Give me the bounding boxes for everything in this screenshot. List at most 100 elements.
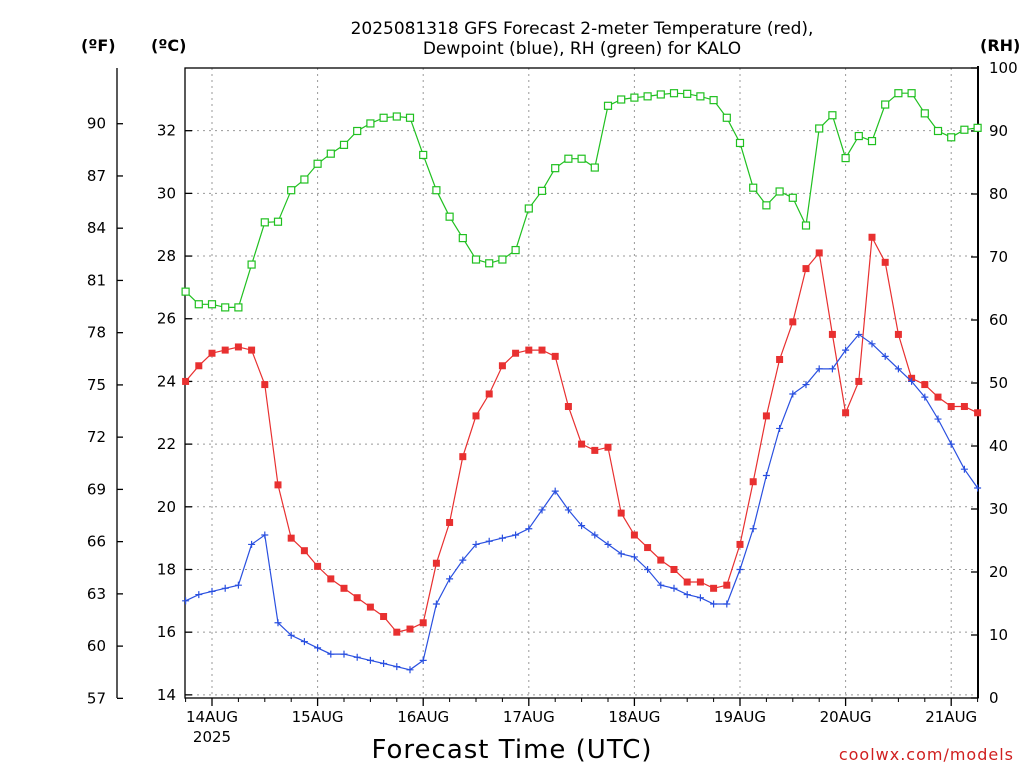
celsius-tick-label: 24: [157, 372, 176, 390]
temperature-point: [525, 346, 533, 354]
dewpoint-point: [776, 424, 784, 432]
dewpoint-point: [894, 365, 902, 373]
dewpoint-point: [525, 525, 533, 533]
rh-tick-label: 60: [989, 311, 1008, 329]
x-tick-label: 18AUG: [608, 708, 660, 726]
temperature-point: [683, 578, 691, 586]
temperature-point: [710, 584, 718, 592]
temperature-point: [855, 377, 863, 385]
dewpoint-point: [908, 377, 916, 385]
rh-point: [854, 131, 863, 141]
celsius-tick-label: 30: [157, 184, 176, 202]
rh-tick-label: 10: [989, 626, 1008, 644]
dewpoint-point: [512, 531, 520, 539]
x-tick-label: 17AUG: [503, 708, 555, 726]
dewpoint-point: [472, 540, 480, 548]
x-tick-label: 16AUG: [397, 708, 449, 726]
dewpoint-point: [380, 660, 388, 668]
dewpoint-point: [248, 540, 256, 548]
temperature-point: [881, 258, 889, 266]
temperature-point: [670, 565, 678, 573]
rh-point: [300, 175, 309, 184]
temperature-point: [657, 556, 665, 564]
temperature-point: [789, 318, 797, 326]
temperature-point: [578, 440, 586, 448]
temperature-point: [300, 547, 308, 555]
rh-point: [326, 149, 335, 158]
temperature-point: [828, 330, 836, 338]
dewpoint-point: [261, 531, 269, 539]
dewpoint-point: [459, 556, 467, 564]
celsius-tick-label: 26: [157, 310, 176, 328]
rh-tick-label: 20: [989, 563, 1008, 581]
x-axis-label: Forecast Time (UTC): [371, 735, 652, 765]
dewpoint-point: [274, 619, 282, 627]
x-tick-label: 19AUG: [714, 708, 766, 726]
rh-point: [379, 113, 388, 122]
dewpoint-point: [921, 393, 929, 401]
temperature-point: [432, 559, 440, 567]
rh-point: [881, 100, 890, 109]
dewpoint-point: [855, 330, 863, 338]
fahrenheit-tick-label: 75: [87, 376, 106, 394]
temperature-point: [776, 355, 784, 363]
temperature-point: [762, 412, 770, 420]
temperature-point: [446, 518, 454, 526]
dewpoint-point: [815, 365, 823, 373]
rh-point: [801, 221, 811, 230]
rh-point: [273, 217, 283, 226]
dewpoint-point: [327, 650, 335, 658]
temperature-point: [234, 343, 242, 351]
dewpoint-point: [551, 487, 559, 495]
temperature-point: [287, 534, 295, 542]
dewpoint-point: [498, 534, 506, 542]
series-layer: [181, 89, 982, 674]
temperature-point: [894, 330, 902, 338]
rh-tick-label: 30: [989, 500, 1008, 518]
dewpoint-point: [710, 600, 718, 608]
dewpoint-point: [657, 581, 665, 589]
temperature-point: [261, 381, 269, 389]
dewpoint-point: [960, 465, 968, 473]
temperature-point: [723, 581, 731, 589]
rh-unit-label: (RH): [980, 36, 1020, 55]
dewpoint-point: [762, 471, 770, 479]
temperature-line: [185, 235, 978, 633]
temperature-point: [221, 346, 229, 354]
rh-tick-label: 90: [989, 122, 1008, 140]
rh-tick-label: 100: [989, 59, 1018, 77]
temperature-point: [380, 613, 388, 621]
rh-tick-label: 0: [989, 689, 999, 707]
dewpoint-point: [564, 506, 572, 514]
temperature-point: [406, 625, 414, 633]
celsius-tick-label: 16: [157, 623, 176, 641]
temperature-point: [564, 403, 572, 411]
fahrenheit-tick-label: 87: [87, 167, 106, 185]
rh-point: [828, 111, 837, 120]
dewpoint-point: [670, 584, 678, 592]
dewpoint-point: [446, 575, 454, 583]
temperature-point: [749, 478, 757, 486]
rh-point: [749, 183, 758, 192]
temperature-point: [868, 233, 876, 241]
dewpoint-point: [802, 381, 810, 389]
rh-point: [366, 119, 375, 128]
fahrenheit-tick-label: 69: [87, 480, 106, 498]
rh-point: [564, 154, 573, 163]
dewpoint-point: [432, 600, 440, 608]
rh-point: [313, 159, 322, 168]
rh-point: [867, 136, 877, 146]
rh-point: [260, 218, 269, 227]
celsius-tick-label: 32: [157, 122, 176, 140]
temperature-point: [921, 381, 929, 389]
temperature-point: [736, 540, 744, 548]
dewpoint-point: [578, 522, 586, 530]
temperature-point: [248, 346, 256, 354]
dewpoint-point: [300, 638, 308, 646]
dewpoint-point: [749, 525, 757, 533]
x-tick-label: 15AUG: [292, 708, 344, 726]
x-tick-label: 20AUG: [820, 708, 872, 726]
rh-tick-label: 40: [989, 437, 1008, 455]
rh-point: [221, 303, 230, 312]
temperature-point: [604, 443, 612, 451]
